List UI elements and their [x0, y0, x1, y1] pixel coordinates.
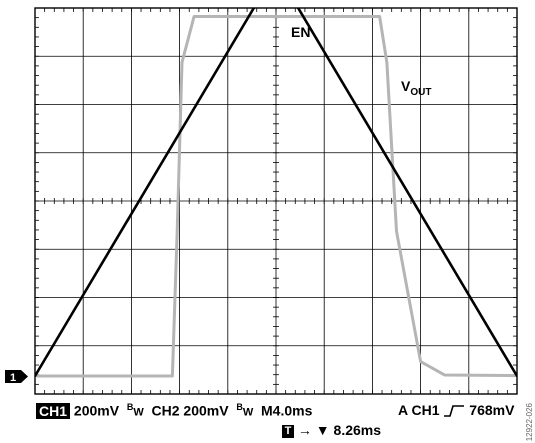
t-box: T: [282, 424, 294, 438]
label-vout: VOUT: [401, 78, 431, 98]
label-en: EN: [291, 24, 310, 40]
oscilloscope-plot: EN VOUT 1: [5, 7, 518, 395]
series-vout: [35, 15, 517, 378]
graticule: [34, 7, 518, 395]
figure-id: 12922-026: [525, 402, 534, 441]
bw1-b: B: [126, 402, 134, 412]
label-vout-sub: OUT: [410, 87, 431, 98]
ch1-marker-arrow: [21, 370, 28, 383]
rising-edge-icon: [444, 405, 465, 418]
ch1-tag: CH1: [36, 402, 71, 419]
ch1-marker-label: 1: [10, 372, 16, 384]
bw2-b: B: [236, 402, 243, 412]
trigger-source: A CH1: [398, 402, 440, 418]
status-line: CH1 200mV BW CH2 200mV BW M4.0ms: [36, 402, 312, 419]
ch1-scale: 200mV: [73, 402, 120, 419]
ch2-scale: CH2 200mV: [151, 402, 229, 419]
timebase: M4.0ms: [261, 402, 313, 419]
trigger-readout: A CH1 768mV: [398, 402, 514, 418]
traces: [35, 8, 517, 378]
t-position: → ▼ 8.26ms: [297, 422, 382, 438]
trigger-level: 768mV: [469, 402, 515, 418]
trigger-position: T → ▼ 8.26ms: [282, 422, 381, 438]
bw1-w: W: [133, 406, 144, 419]
bw2-w: W: [242, 406, 254, 419]
ch1-marker: [5, 370, 21, 383]
